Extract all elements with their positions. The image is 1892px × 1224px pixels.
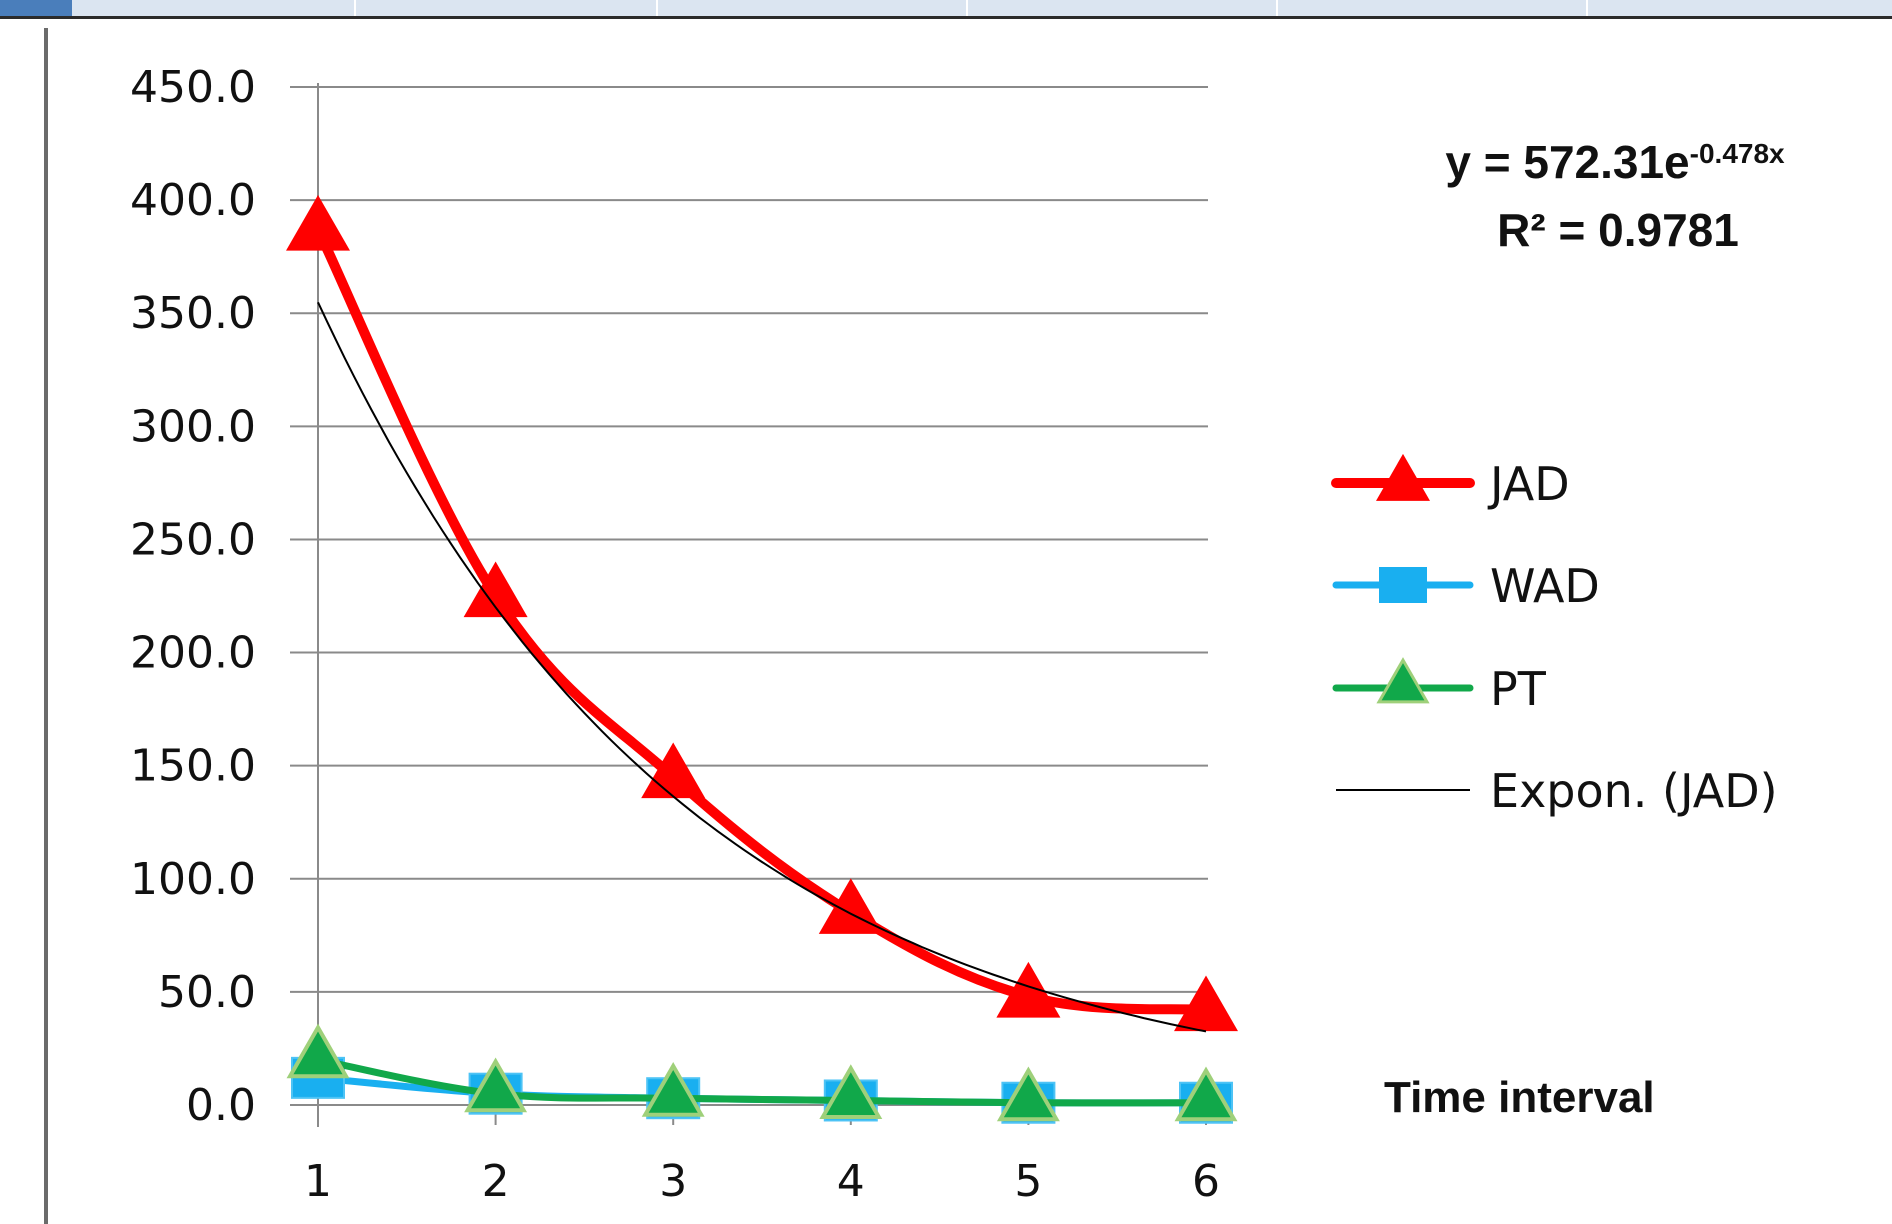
header-divider [1276, 0, 1278, 16]
y-tick-label: 400.0 [130, 175, 256, 226]
header-divider [354, 0, 356, 16]
y-tick-label: 0.0 [186, 1080, 256, 1131]
trendline-equation: y = 572.31e-0.478x R² = 0.9781 [1445, 136, 1785, 256]
y-tick-label: 200.0 [130, 628, 256, 679]
data-point-jad [996, 961, 1061, 1018]
svg-text:y = 572.31e-0.478x: y = 572.31e-0.478x [1445, 136, 1785, 188]
x-tick-label: 4 [837, 1156, 865, 1207]
legend-marker-wad [1379, 567, 1427, 603]
legend-marker-jad [1376, 453, 1430, 501]
series-line-pt [314, 1056, 1210, 1107]
axes [290, 83, 1208, 1127]
r-squared-label: R² = 0.9781 [1497, 204, 1739, 256]
legend-label-pt: PT [1490, 662, 1547, 716]
legend-label-wad: WAD [1490, 559, 1600, 613]
x-tick-label: 6 [1192, 1156, 1220, 1207]
equation-exponent: -0.478x [1690, 138, 1785, 169]
y-tick-label: 150.0 [130, 741, 256, 792]
chart-left-frame-border [44, 28, 48, 1224]
series-pt [286, 1023, 1238, 1122]
trendline [317, 301, 1207, 1033]
trendline-expon-jad [317, 301, 1207, 1033]
series-line-jad [313, 224, 1211, 1015]
y-tick-label: 350.0 [130, 288, 256, 339]
data-point-jad [286, 194, 350, 251]
data-point-pt [1174, 1066, 1238, 1122]
header-divider [656, 0, 658, 16]
y-tick-label: 100.0 [130, 854, 256, 905]
legend-item-expon-jad: Expon. (JAD) [1336, 764, 1778, 818]
data-point-pt [819, 1064, 883, 1119]
x-tick-label: 2 [482, 1156, 510, 1207]
y-axis-tick-labels: 0.0 50.0 100.0 150.0 200.0 250.0 300.0 350.0 400… [130, 62, 256, 1131]
legend-marker-pt [1376, 657, 1430, 704]
header-bottom-border [0, 16, 1892, 19]
legend-label-jad: JAD [1487, 457, 1570, 511]
data-point-pt [286, 1023, 350, 1079]
legend-item-pt: PT [1332, 657, 1547, 716]
y-tick-label: 450.0 [130, 62, 256, 113]
legend: JAD WAD PT Expon. (JAD) [1331, 453, 1778, 818]
data-point-pt [641, 1061, 705, 1117]
x-axis-title: Time interval [1384, 1073, 1655, 1122]
data-series [286, 194, 1238, 1124]
y-tick-label: 300.0 [130, 401, 256, 452]
top-header-strip [0, 0, 1892, 20]
header-divider [966, 0, 968, 16]
x-tick-label: 3 [659, 1156, 687, 1207]
equation-base: y = 572.31e [1445, 136, 1689, 188]
data-point-jad [818, 878, 883, 934]
data-point-jad [641, 742, 706, 799]
data-point-jad [1174, 975, 1238, 1032]
data-point-jad [463, 561, 528, 618]
data-point-pt [464, 1057, 528, 1113]
legend-item-jad: JAD [1331, 453, 1570, 511]
header-accent-block [0, 0, 72, 16]
data-point-pt [996, 1066, 1060, 1122]
x-tick-label: 5 [1014, 1156, 1042, 1207]
x-tick-label: 1 [304, 1156, 332, 1207]
series-wad [291, 1056, 1233, 1124]
header-band [72, 0, 1892, 16]
y-tick-label: 50.0 [158, 967, 256, 1018]
series-jad [286, 194, 1238, 1032]
legend-label-expon-jad: Expon. (JAD) [1490, 764, 1778, 818]
x-axis-tick-labels: 1 2 3 4 5 6 [304, 1156, 1220, 1207]
header-divider [1586, 0, 1588, 16]
y-tick-label: 250.0 [130, 514, 256, 565]
gridlines [290, 86, 1208, 993]
legend-item-wad: WAD [1332, 559, 1600, 613]
